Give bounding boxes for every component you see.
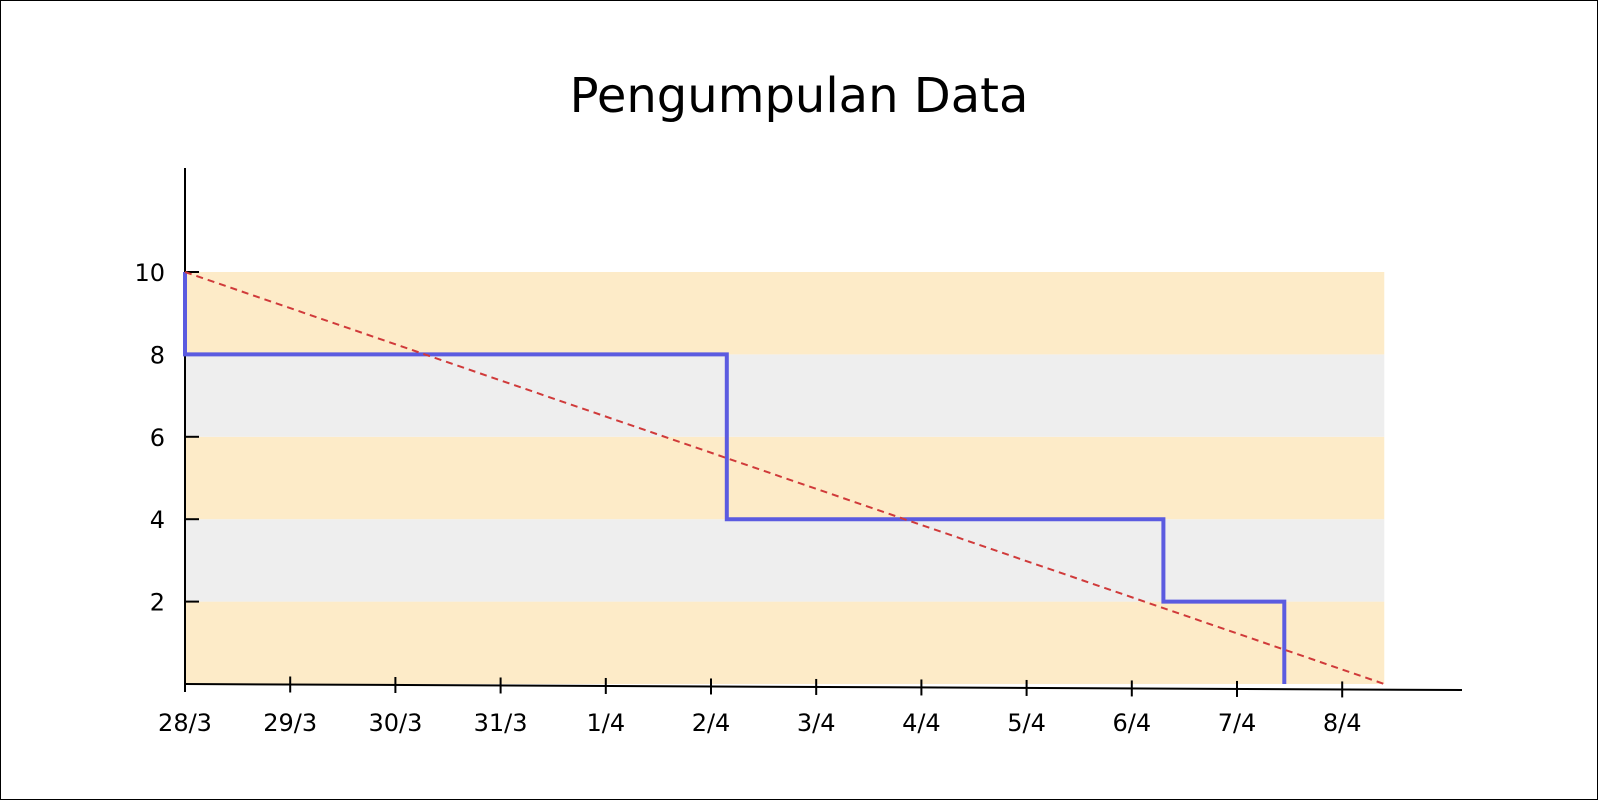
x-tick-label: 3/4 xyxy=(797,709,836,737)
band-0 xyxy=(185,601,1385,684)
x-tick-label: 29/3 xyxy=(263,709,317,737)
x-tick-label: 30/3 xyxy=(368,709,422,737)
actual-line xyxy=(183,272,1287,684)
chart-title: Pengumpulan Data xyxy=(570,68,1029,124)
x-tick-label: 31/3 xyxy=(474,709,528,737)
band-4 xyxy=(185,272,1385,355)
x-axis: 28/3 29/3 30/3 31/3 1/4 2/4 3/4 4/4 5/4 6/4 7/4 8/4 xyxy=(158,676,1463,737)
x-tick-label: 7/4 xyxy=(1218,709,1257,737)
y-tick-label: 4 xyxy=(150,506,165,534)
y-tick-label: 8 xyxy=(150,341,165,369)
band-3 xyxy=(185,354,1385,437)
x-tick-label: 6/4 xyxy=(1112,709,1151,737)
band-2 xyxy=(185,436,1385,520)
band-1 xyxy=(185,519,1385,602)
y-tick-label: 10 xyxy=(134,259,165,287)
series-layer xyxy=(183,271,1385,685)
x-tick-label: 28/3 xyxy=(158,709,212,737)
x-tick-label: 2/4 xyxy=(692,709,731,737)
ideal-line xyxy=(184,271,1385,685)
x-tick-label: 5/4 xyxy=(1007,709,1046,737)
y-tick-label: 6 xyxy=(150,424,165,452)
y-tick-label: 2 xyxy=(150,589,165,617)
x-tick-label: 1/4 xyxy=(586,709,625,737)
background-bands xyxy=(185,272,1385,684)
x-tick-label: 8/4 xyxy=(1323,709,1362,737)
x-axis-line xyxy=(184,683,1463,691)
y-axis: 2 4 6 8 10 xyxy=(134,168,199,684)
x-tick-label: 4/4 xyxy=(902,709,941,737)
